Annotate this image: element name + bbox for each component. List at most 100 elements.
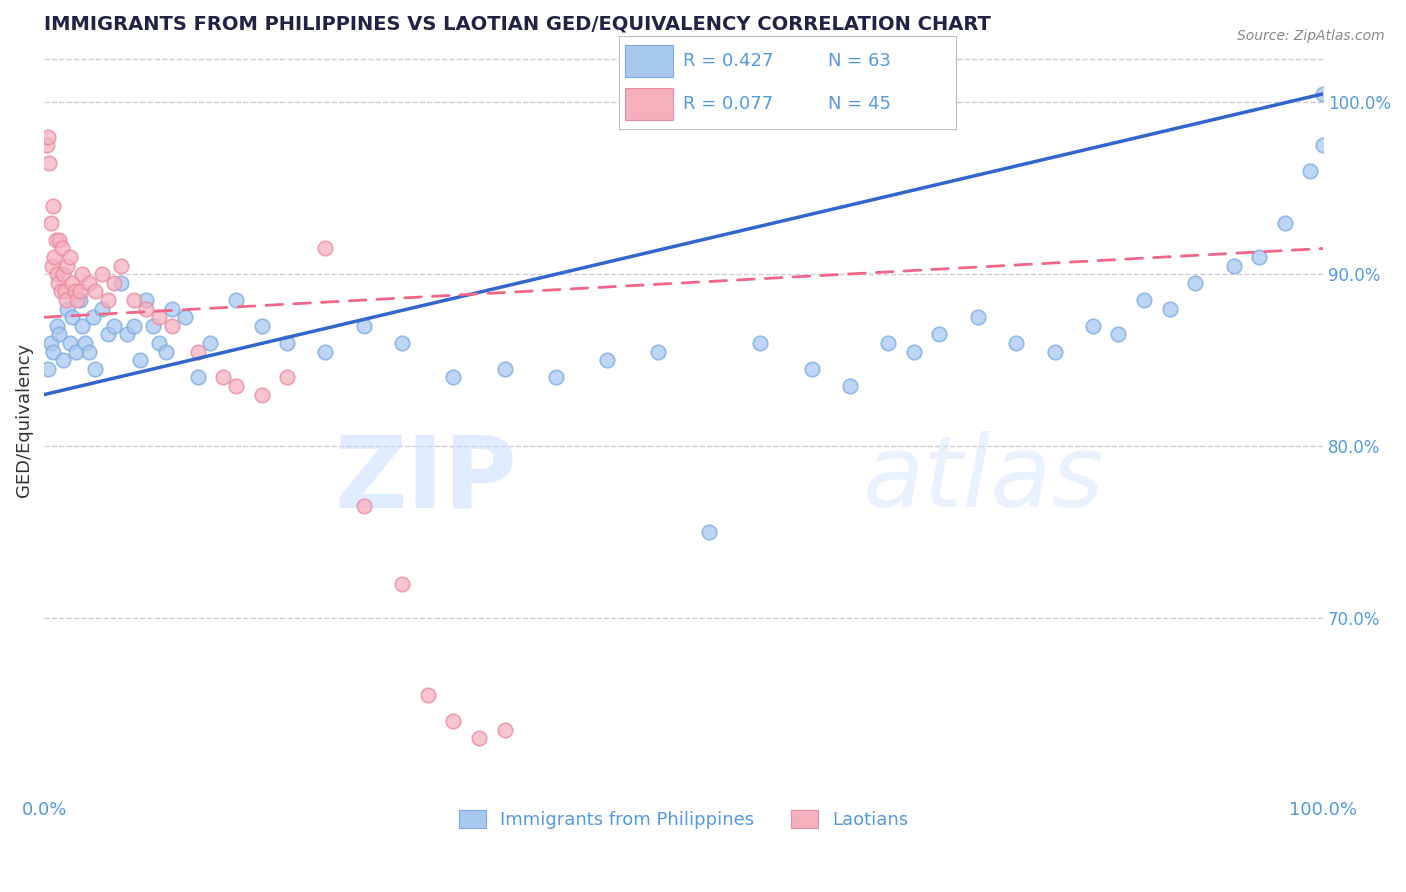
Point [41,259,63,273]
Text: N = 63: N = 63 [828,52,891,70]
Point [66,293,89,307]
Point [225,379,247,393]
Point [103,318,125,333]
Point [250,318,273,333]
Point [122,318,145,333]
Point [90,267,112,281]
Point [39,336,62,351]
Point [52,267,75,281]
Point [60,310,83,325]
Point [46,276,69,290]
Point [1159,301,1181,316]
Point [52,353,75,368]
FancyBboxPatch shape [626,88,672,120]
Point [1184,276,1206,290]
Text: R = 0.427: R = 0.427 [683,52,773,70]
Point [173,310,195,325]
Point [353,500,375,514]
Point [315,344,337,359]
Y-axis label: GED/Equivalency: GED/Equivalency [15,343,32,498]
Point [225,293,247,307]
Text: N = 45: N = 45 [828,95,891,113]
Point [250,387,273,401]
Point [1274,216,1296,230]
Point [49,285,72,299]
Point [129,353,152,368]
Point [56,259,79,273]
Point [122,293,145,307]
Point [56,301,79,316]
Point [647,344,669,359]
Point [838,379,860,393]
Point [84,361,107,376]
Point [82,310,104,325]
Point [416,689,439,703]
Point [212,370,235,384]
Point [391,576,413,591]
Point [391,336,413,351]
Point [59,336,82,351]
Point [276,336,298,351]
Point [1312,138,1334,153]
Point [110,276,132,290]
Point [148,310,170,325]
Point [353,318,375,333]
Point [200,336,222,351]
Point [69,285,91,299]
Point [966,310,988,325]
Point [72,267,94,281]
Point [160,318,183,333]
Point [97,293,120,307]
Point [45,233,67,247]
Point [928,327,950,342]
Point [315,242,337,256]
Point [142,318,165,333]
Point [42,198,65,212]
Point [42,344,65,359]
Point [800,361,823,376]
Point [441,370,464,384]
Point [55,293,77,307]
Text: IMMIGRANTS FROM PHILIPPINES VS LAOTIAN GED/EQUIVALENCY CORRELATION CHART: IMMIGRANTS FROM PHILIPPINES VS LAOTIAN G… [44,15,991,34]
Point [135,301,157,316]
FancyBboxPatch shape [626,45,672,77]
Point [494,361,516,376]
Point [494,723,516,737]
Point [117,327,139,342]
Point [48,327,70,342]
Point [45,318,67,333]
Point [749,336,772,351]
Text: R = 0.077: R = 0.077 [683,95,773,113]
Point [1005,336,1028,351]
Point [84,285,107,299]
Point [39,216,62,230]
Point [110,259,132,273]
Point [69,293,91,307]
Point [1249,250,1271,264]
Point [160,301,183,316]
Point [1043,344,1066,359]
Point [37,361,59,376]
Point [187,344,209,359]
Point [596,353,619,368]
Point [276,370,298,384]
Point [59,250,82,264]
Point [697,525,720,540]
Point [903,344,925,359]
Point [53,285,76,299]
Point [1108,327,1130,342]
Point [187,370,209,384]
Point [148,336,170,351]
Point [468,731,491,746]
Point [1299,164,1322,178]
Point [73,336,96,351]
Point [103,276,125,290]
Point [48,233,70,247]
Point [35,138,58,153]
Point [72,318,94,333]
Point [38,155,60,169]
Text: ZIP: ZIP [335,431,517,528]
Point [51,242,73,256]
Point [77,344,100,359]
Point [90,301,112,316]
